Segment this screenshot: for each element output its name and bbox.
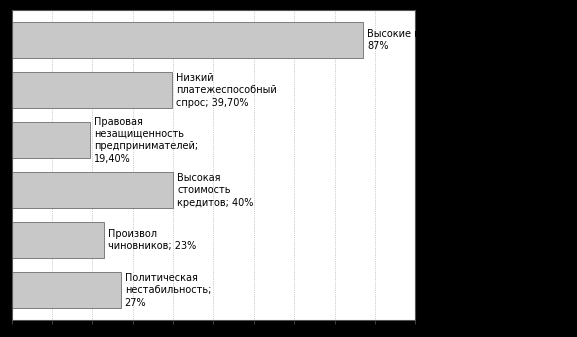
Bar bbox=[12, 22, 363, 58]
Text: Правовая
незащищенность
предпринимателей;
19,40%: Правовая незащищенность предпринимателей… bbox=[94, 117, 198, 164]
Bar bbox=[12, 172, 173, 208]
Bar bbox=[12, 122, 90, 158]
Text: Высокие на
87%: Высокие на 87% bbox=[367, 29, 426, 51]
Bar bbox=[12, 272, 121, 308]
Text: Произвол
чиновников; 23%: Произвол чиновников; 23% bbox=[108, 229, 197, 251]
Bar bbox=[12, 72, 172, 108]
Text: Высокая
стоимость
кредитов; 40%: Высокая стоимость кредитов; 40% bbox=[177, 173, 253, 208]
Text: Политическая
нестабильность;
27%: Политическая нестабильность; 27% bbox=[125, 273, 211, 308]
Bar bbox=[12, 222, 104, 258]
Text: Низкий
платежеспособный
спрос; 39,70%: Низкий платежеспособный спрос; 39,70% bbox=[176, 73, 277, 108]
